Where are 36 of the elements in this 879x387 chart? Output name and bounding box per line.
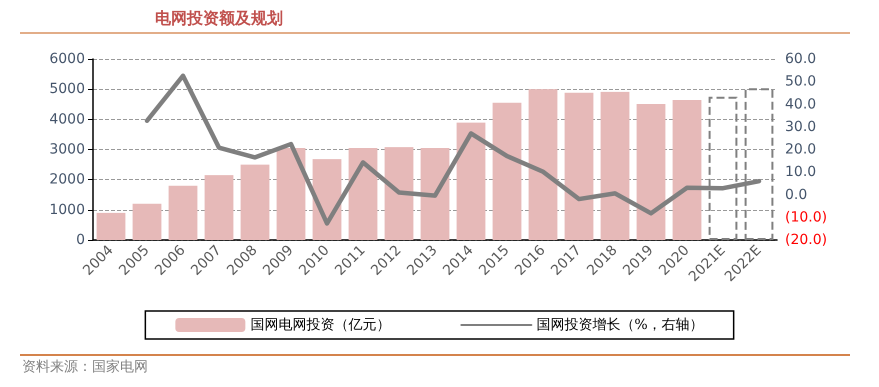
y2-tick-label: 30.0	[785, 118, 816, 135]
bar	[672, 100, 702, 240]
y-tick-label: 6000	[49, 51, 85, 67]
text: 资料来源：国家电网	[22, 359, 148, 375]
bar	[636, 104, 666, 240]
bar	[276, 148, 306, 240]
y-tick-label: 4000	[49, 111, 85, 128]
bar	[456, 122, 486, 240]
y-tick-label: 5000	[49, 81, 85, 98]
y2-tick-label: 20.0	[785, 142, 816, 158]
bar	[492, 102, 522, 240]
bar	[564, 92, 594, 240]
y2-tick-label: (20.0)	[785, 232, 828, 248]
bar	[600, 92, 630, 240]
bar	[168, 186, 198, 240]
y-tick-label: 0	[76, 232, 85, 248]
legend-label: 国网电网投资（亿元）	[250, 317, 390, 333]
chart-title: 电网投资额及规划	[155, 8, 283, 28]
bar	[132, 204, 162, 240]
bar	[240, 164, 270, 240]
y2-tick-label: 50.0	[785, 74, 816, 90]
y-tick-label: 2000	[49, 172, 85, 188]
bar	[528, 89, 558, 240]
y2-tick-label: 40.0	[785, 96, 816, 112]
bar	[348, 148, 378, 240]
y-tick-label: 1000	[49, 202, 85, 218]
y-tick-label: 3000	[49, 142, 85, 158]
bar	[204, 175, 234, 240]
legend-label: 国网投资增长（%，右轴）	[536, 317, 704, 333]
bar	[420, 148, 450, 240]
bar	[96, 212, 126, 240]
y2-tick-label: 60.0	[785, 51, 816, 67]
y2-tick-label: 0.0	[785, 186, 808, 203]
y2-tick-label: (10.0)	[785, 209, 828, 226]
y2-tick-label: 10.0	[785, 164, 816, 180]
bar	[384, 147, 414, 240]
